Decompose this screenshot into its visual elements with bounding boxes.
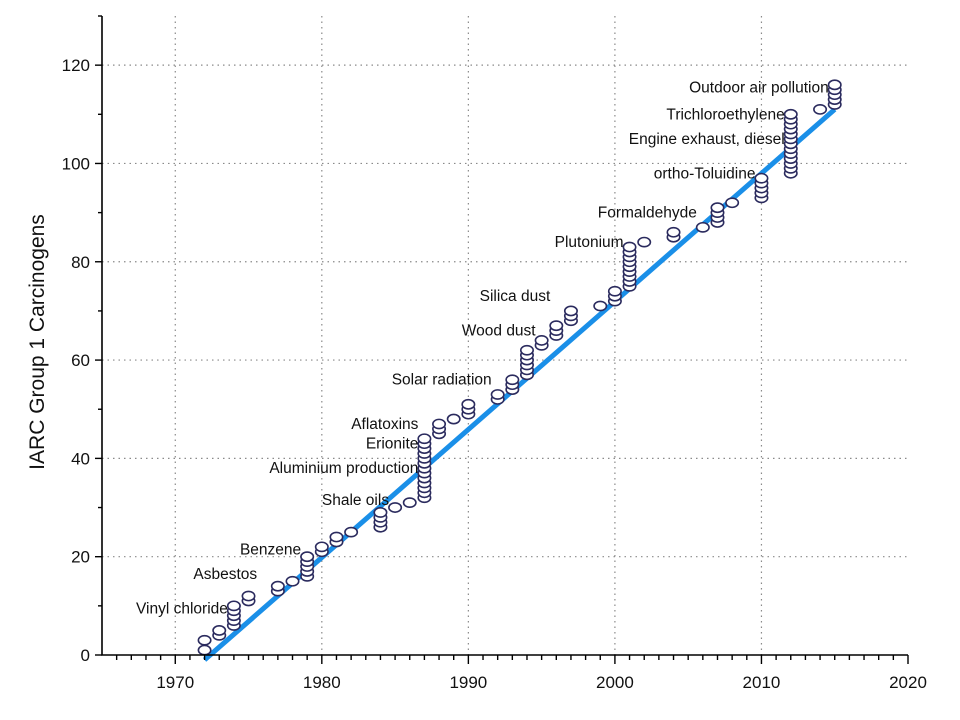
data-point (710, 202, 725, 214)
data-point (226, 600, 241, 612)
data-points (197, 79, 842, 656)
data-point (197, 634, 212, 646)
annotation-label: Wood dust (462, 323, 537, 340)
data-point (300, 551, 315, 563)
data-point (241, 590, 256, 602)
data-point (388, 502, 403, 513)
data-point (197, 644, 212, 656)
data-point (607, 285, 622, 297)
data-point (285, 575, 300, 587)
x-tick-label: 1980 (303, 673, 341, 692)
annotation-label: Aluminium production (269, 460, 418, 477)
data-point (725, 197, 740, 209)
x-tick-label: 2020 (889, 673, 927, 692)
data-point (754, 172, 769, 184)
data-point (637, 236, 652, 248)
annotation-label: Formaldehyde (598, 205, 697, 222)
y-tick-label: 60 (71, 351, 90, 370)
annotation-label: Benzene (240, 541, 301, 558)
annotation-label: Engine exhaust, diesel (629, 131, 785, 148)
data-point (563, 305, 578, 317)
annotation-label: Plutonium (555, 234, 624, 251)
data-point (519, 344, 534, 356)
data-point (212, 625, 227, 636)
data-point (373, 507, 388, 518)
data-point (666, 226, 681, 238)
annotation-label: Trichloroethylene (666, 106, 784, 123)
y-tick-label: 20 (71, 548, 90, 567)
y-tick-label: 40 (71, 449, 90, 468)
trend-line (202, 107, 837, 662)
data-point (270, 580, 285, 592)
x-tick-label: 1990 (449, 673, 487, 692)
y-tick-label: 80 (71, 253, 90, 272)
annotation-label: Vinyl chloride (136, 600, 228, 617)
annotation-label: Solar radiation (392, 372, 492, 389)
annotation-label: Asbestos (193, 566, 257, 583)
data-point (783, 108, 798, 120)
trend-line-layer (202, 107, 837, 662)
data-point (534, 335, 549, 346)
data-point (402, 497, 417, 509)
data-point (329, 531, 344, 543)
annotation-label: Outdoor air pollution (689, 79, 829, 96)
data-point (446, 413, 461, 425)
annotation-label: Aflatoxins (351, 416, 418, 433)
y-tick-label: 120 (62, 56, 90, 75)
y-tick-label: 100 (62, 154, 90, 173)
data-point (813, 103, 828, 115)
annotations: Vinyl chloride Asbestos Benzene Shale oils A… (136, 79, 829, 617)
data-point (549, 320, 564, 332)
x-tick-label: 1970 (156, 673, 194, 692)
annotation-label: Erionite (366, 436, 419, 453)
data-point (314, 541, 329, 553)
data-point (622, 241, 637, 253)
y-axis-label: IARC Group 1 Carcinogens (26, 214, 49, 470)
annotation-label: Silica dust (480, 288, 551, 305)
x-tick-label: 2010 (743, 673, 781, 692)
annotation-label: ortho-Toluidine (654, 165, 756, 182)
data-point (490, 389, 505, 400)
data-point (461, 398, 476, 410)
data-point (593, 300, 608, 312)
axes: 0 20 40 60 80 100 120 1970 1980 1990 2000 2010 2020 (62, 15, 927, 692)
data-point (505, 374, 520, 386)
data-point (695, 221, 710, 233)
y-tick-label: 0 (81, 646, 90, 665)
data-point (827, 79, 842, 91)
grid-lines (102, 16, 908, 655)
data-point (344, 526, 359, 538)
data-point (432, 418, 447, 430)
annotation-label: Shale oils (322, 492, 389, 509)
x-tick-label: 2000 (596, 673, 634, 692)
data-point (417, 433, 432, 445)
